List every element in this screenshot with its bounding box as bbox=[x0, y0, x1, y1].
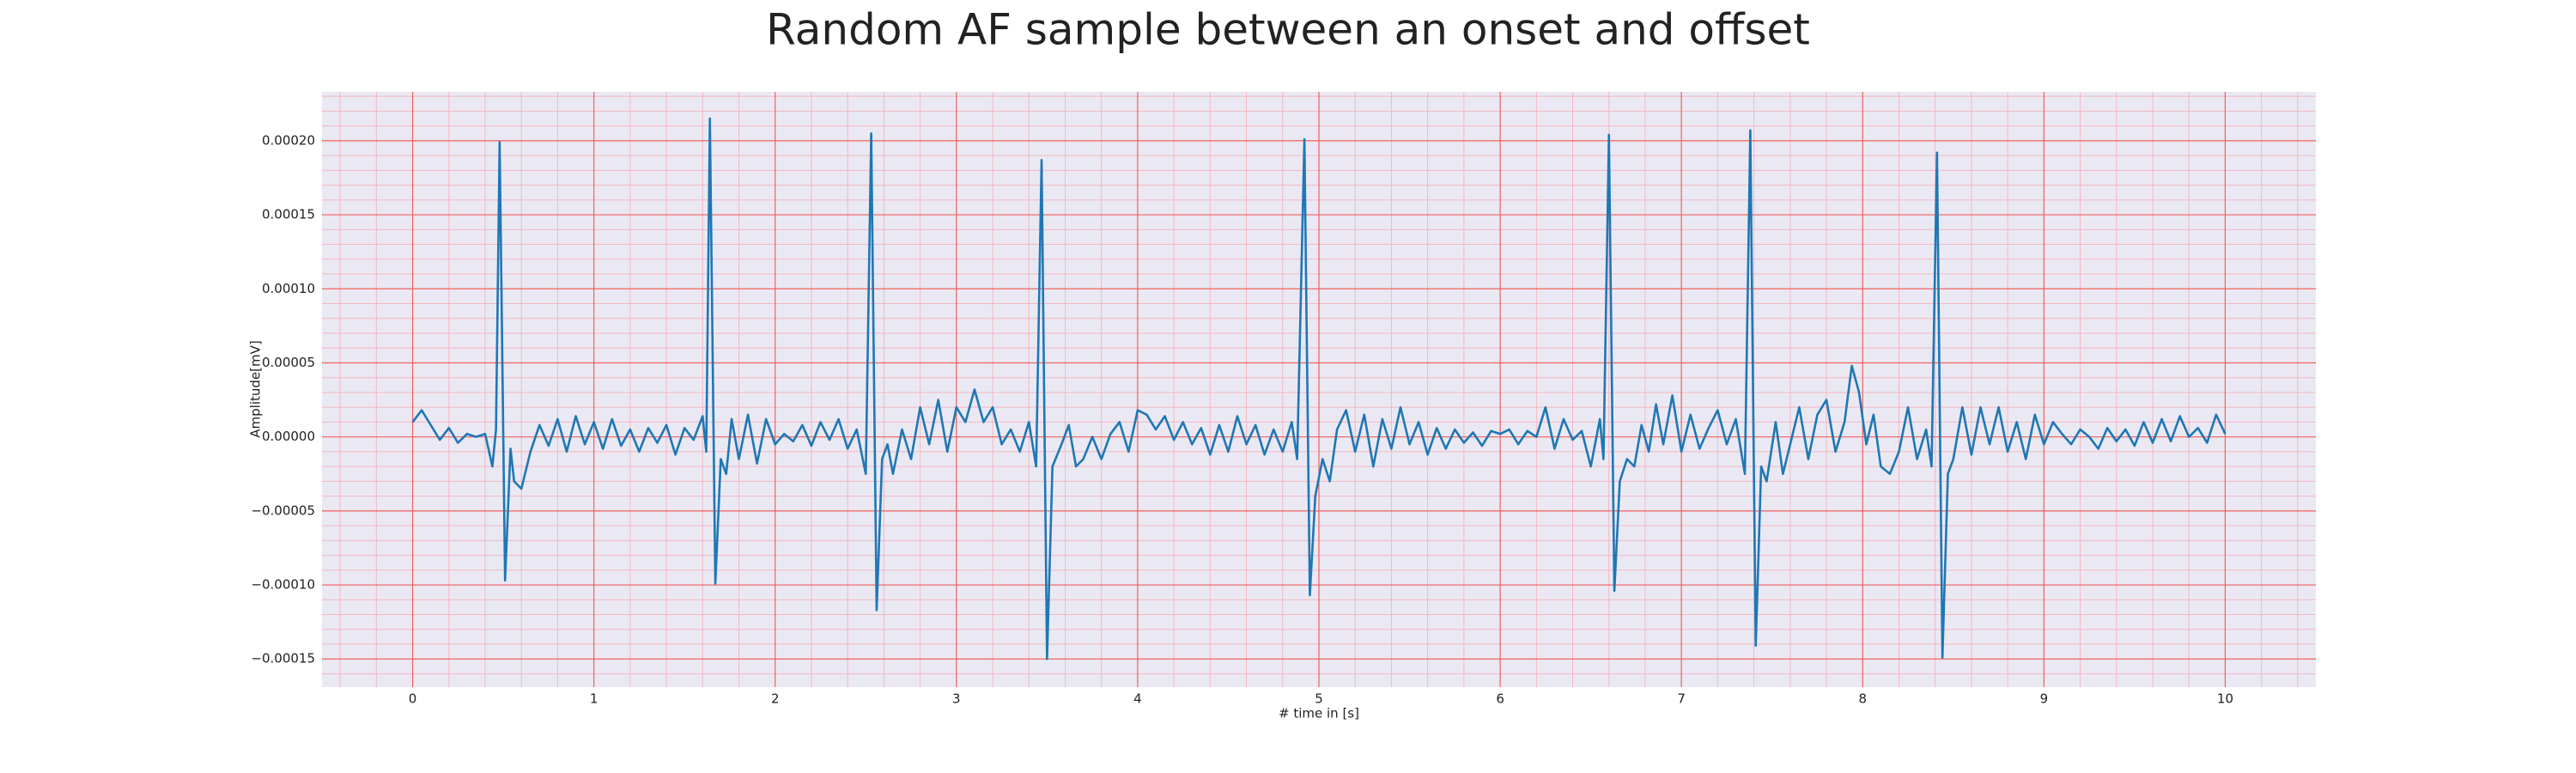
y-tick-label: 0.00020 bbox=[262, 132, 315, 148]
x-tick-label: 10 bbox=[2217, 691, 2233, 707]
y-tick-label: 0.00005 bbox=[262, 355, 315, 370]
y-tick-label: −0.00005 bbox=[251, 502, 315, 518]
marks bbox=[411, 117, 2227, 660]
y-tick-label: −0.00010 bbox=[251, 577, 315, 593]
x-tick-label: 7 bbox=[1677, 691, 1686, 707]
y-tick-label: 0.00015 bbox=[262, 207, 315, 222]
ecg-line bbox=[411, 117, 2227, 660]
tick-labels: 0 1 2 3 4 5 6 7 8 9 10 0.00020 0.00015 0.00010 0.00005… bbox=[251, 132, 2233, 706]
x-tick-label: 8 bbox=[1858, 691, 1867, 707]
x-tick-label: 9 bbox=[2040, 691, 2049, 707]
x-tick-label: 4 bbox=[1133, 691, 1142, 707]
x-tick-label: 0 bbox=[409, 691, 417, 707]
y-tick-label: 0.00010 bbox=[262, 281, 315, 296]
x-tick-label: 1 bbox=[590, 691, 598, 707]
x-tick-label: 3 bbox=[952, 691, 961, 707]
x-axis-label: # time in [s] bbox=[1279, 706, 1359, 721]
y-tick-label: 0.00000 bbox=[262, 429, 315, 444]
x-tick-label: 6 bbox=[1496, 691, 1504, 707]
y-tick-label: −0.00015 bbox=[251, 651, 315, 666]
x-tick-label: 2 bbox=[771, 691, 780, 707]
chart-title: Random AF sample between an onset and of… bbox=[766, 5, 1810, 55]
grid bbox=[322, 92, 2316, 687]
x-tick-label: 5 bbox=[1315, 691, 1323, 707]
y-axis-label: Amplitude[mV] bbox=[248, 340, 264, 437]
